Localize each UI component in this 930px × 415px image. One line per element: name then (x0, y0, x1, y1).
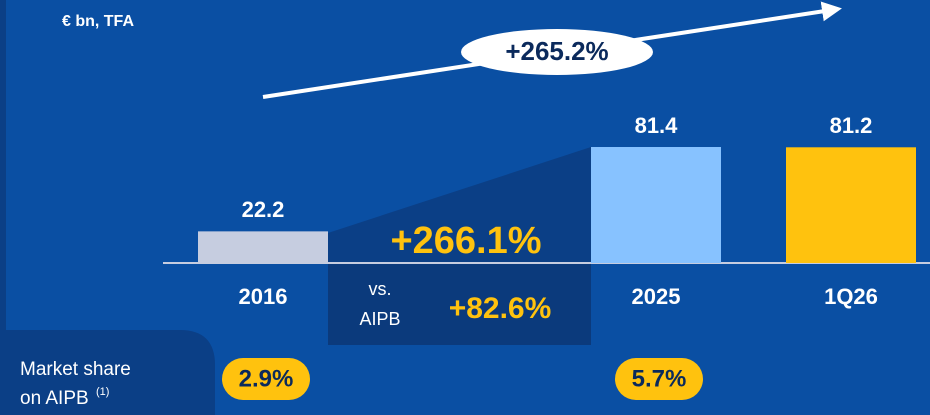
growth-period: +266.1% (390, 220, 541, 262)
bar (786, 147, 916, 263)
growth-total: +265.2% (505, 36, 608, 66)
vs-growth: +82.6% (449, 292, 552, 325)
left-strip (0, 0, 6, 415)
market-share-label: on AIPB (20, 388, 89, 409)
market-share-value: 5.7% (632, 365, 687, 392)
market-share-value: 2.9% (239, 365, 294, 392)
unit-label: € bn, TFA (62, 13, 134, 30)
market-share-panel (0, 330, 215, 415)
value-label: 81.2 (830, 113, 873, 138)
bar (591, 147, 721, 263)
footnote-marker: (1) (96, 386, 109, 398)
value-label: 81.4 (635, 113, 679, 138)
market-share-label: Market share (20, 359, 131, 380)
growth-bubble (461, 29, 653, 75)
growth-wedge (328, 147, 591, 263)
vs-label: AIPB (359, 309, 400, 329)
vs-label: vs. (368, 279, 391, 299)
market-share-pill (222, 358, 310, 400)
category-label: 2016 (239, 284, 288, 309)
vs-box (328, 263, 591, 345)
bar (198, 231, 328, 263)
category-label: 1Q26 (824, 284, 878, 309)
category-label: 2025 (632, 284, 681, 309)
market-share-pill (615, 358, 703, 400)
value-label: 22.2 (242, 197, 285, 222)
